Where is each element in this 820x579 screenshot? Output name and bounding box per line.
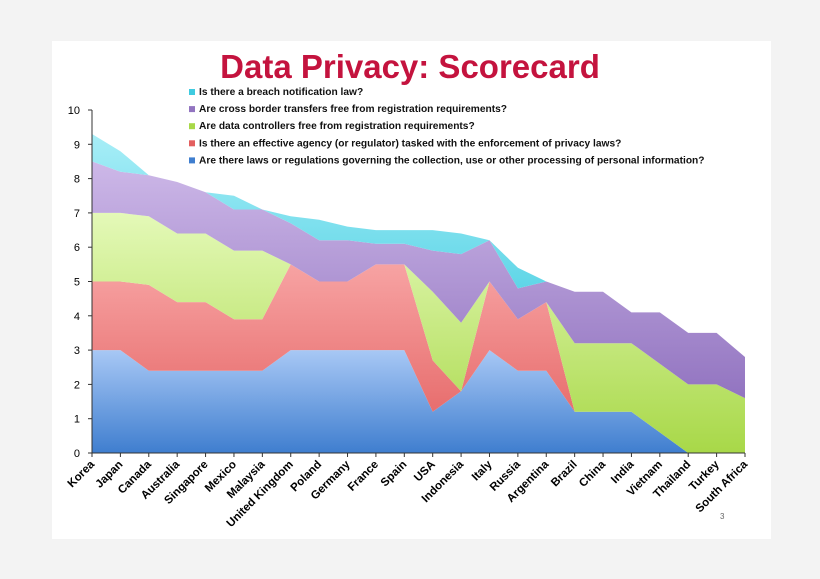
legend-label: Is there an effective agency (or regulat… [199,138,621,149]
page-number: 3 [720,512,725,521]
x-tick-label: China [577,458,609,490]
y-tick-label: 1 [74,414,80,426]
legend-swatch [189,89,195,95]
y-tick-label: 5 [74,277,80,289]
legend-label: Are there laws or regulations governing … [199,155,705,166]
area-series-3 [92,212,745,453]
legend-swatch [189,140,195,147]
area-series-2 [92,264,745,453]
legend-label: Are data controllers free from registrat… [199,121,475,132]
y-tick-label: 9 [74,139,80,151]
legend-swatch [189,123,195,130]
chart-title: Data Privacy: Scorecard [220,48,600,85]
y-tick-label: 2 [74,379,80,391]
legend-label: Is there a breach notification law? [199,87,363,98]
legend-swatch [189,106,195,113]
x-tick-label: USA [412,459,438,485]
x-tick-label: Italy [470,458,495,483]
area-series-4 [92,161,745,399]
x-tick-label: Korea [66,458,98,490]
area-series-1 [92,350,745,453]
y-tick-label: 0 [74,448,80,460]
x-tick-label: France [346,459,381,494]
y-tick-label: 8 [74,174,80,186]
area-series-5 [92,134,745,357]
y-tick-label: 4 [74,311,80,323]
legend-label: Are cross border transfers free from reg… [199,104,507,115]
y-tick-label: 6 [74,242,80,254]
y-tick-label: 10 [68,105,80,117]
y-tick-label: 7 [74,208,80,220]
x-tick-label: Spain [379,459,410,490]
legend-swatch [189,157,195,164]
x-tick-label: Brazil [549,459,580,490]
y-tick-label: 3 [74,345,80,357]
